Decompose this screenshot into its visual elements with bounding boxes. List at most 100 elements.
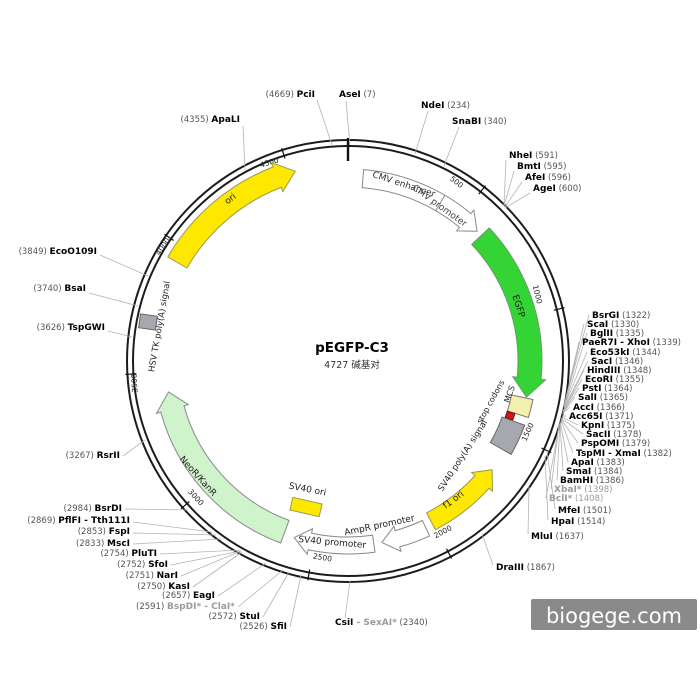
site-label-stui: (2572) StuI: [208, 612, 260, 622]
feature-ampr-promoter: [381, 519, 431, 553]
site-line-fspi: [132, 532, 217, 536]
site-line-sfii: [289, 574, 302, 628]
site-line-ecoo109i: [99, 254, 149, 277]
tick-label-3500: 3500: [129, 373, 139, 393]
site-line-tspmi: [560, 419, 574, 454]
site-label-apai: ApaI (1383): [571, 458, 625, 468]
feature-neor-kanr: [155, 391, 290, 544]
site-line-eco53ki: [563, 351, 588, 408]
site-line-kasi: [192, 551, 243, 588]
tick-mark-3500: [125, 373, 137, 375]
site-label-smai: SmaI (1384): [566, 467, 622, 477]
feature-cmv-enhancer-promoter: [361, 169, 478, 232]
site-line-psti: [562, 387, 580, 413]
site-label-csii: CsiI - SexAI* (2340): [335, 618, 428, 628]
site-label-nari: (2751) NarI: [126, 571, 178, 581]
site-label-mlui: MluI (1637): [531, 532, 584, 542]
site-label-bglii: BglII (1335): [590, 329, 644, 339]
site-line-bspdi: [237, 569, 284, 608]
site-line-afei: [504, 181, 523, 208]
tick-mark-4000: [164, 233, 174, 241]
tick-mark-2500: [307, 569, 311, 581]
site-line-bsai: [88, 292, 139, 307]
site-label-saci: SacI (1346): [591, 357, 643, 367]
site-label-fspi: (2853) FspI: [78, 527, 130, 537]
site-label-scai: ScaI (1330): [587, 320, 639, 330]
site-line-sacii: [560, 417, 584, 435]
site-label-bsai: (3740) BsaI: [33, 284, 86, 294]
site-line-eagi: [217, 562, 267, 597]
site-label-apali: (4355) ApaLI: [180, 115, 240, 125]
site-label-hindiii: HindIII (1348): [587, 366, 651, 376]
site-line-ndei: [414, 110, 429, 155]
site-line-pcii: [316, 99, 333, 146]
feature-sv40-promoter: [293, 527, 376, 556]
site-line-acci: [561, 406, 571, 415]
site-label-xbai: XbaI* (1398): [554, 485, 612, 495]
site-line-scai: [564, 323, 585, 405]
site-label-bspdi: (2591) BspDI* - ClaI*: [136, 602, 235, 612]
watermark-background: [531, 599, 697, 630]
site-line-csii: [344, 580, 351, 619]
site-label-agei: AgeI (600): [533, 184, 581, 194]
site-line-paer7i: [563, 341, 580, 407]
feature-divider-cmv-enhancer-promoter: [435, 194, 446, 212]
site-label-nhei: NheI (591): [509, 151, 558, 161]
tick-mark-1000: [553, 307, 565, 311]
sv40-ori-box: [289, 496, 323, 518]
site-line-pflfi: [132, 521, 213, 533]
site-label-mfei: MfeI (1501): [558, 506, 611, 516]
site-line-mlui: [527, 486, 530, 535]
site-label-pflfi: (2869) PflFI - Tth111I: [27, 516, 130, 526]
feature-stop-codons: [504, 410, 516, 421]
site-label-tspmi: TspMI - XmaI (1382): [576, 449, 672, 459]
feature-sv40-polya-signal: [489, 416, 526, 456]
site-line-asei: [345, 100, 351, 146]
site-label-pluti: (2754) PluTI: [100, 549, 157, 559]
site-label-bmti: BmtI (595): [517, 162, 566, 172]
site-label-tspgwi: (3626) TspGWI: [37, 323, 105, 333]
site-line-pspomi: [560, 418, 579, 444]
site-label-bsrgi: BsrGI (1322): [592, 311, 650, 321]
site-line-apai: [559, 420, 569, 463]
callout-lines-layer: [88, 99, 590, 628]
site-label-kasi: (2750) KasI: [137, 582, 190, 592]
site-label-ecori: EcoRI (1355): [585, 375, 644, 385]
site-line-saci: [563, 360, 589, 409]
site-label-acc65i: Acc65I (1371): [569, 412, 633, 422]
site-label-sfoi: (2752) SfoI: [117, 560, 168, 570]
site-label-psti: PstI (1364): [582, 384, 632, 394]
feature-egfp: [470, 227, 547, 398]
site-label-ecoo109i: (3849) EcoO109I: [19, 247, 97, 257]
site-label-pcii: (4669) PciI: [266, 90, 315, 100]
site-label-sfii: (2526) SfiI: [240, 622, 287, 632]
site-line-kpni: [561, 416, 579, 426]
feature-f1-ori: [425, 469, 494, 531]
watermark: biogege.com: [531, 599, 697, 630]
site-line-ecori: [562, 378, 583, 412]
site-line-bamhi: [556, 422, 561, 481]
hsv-tk-polya-box: [138, 313, 158, 331]
site-label-msci: (2833) MscI: [76, 539, 130, 549]
restriction-site-labels-layer: (4669) PciI AseI (7) NdeI (234) SnaBI (340)…: [19, 90, 681, 632]
tick-mark-4500: [281, 147, 286, 159]
site-label-eagi: (2657) EagI: [162, 591, 215, 601]
site-line-mfei: [546, 451, 556, 510]
site-label-ndei: NdeI (234): [421, 101, 470, 111]
site-line-sali: [562, 396, 576, 414]
tick-label-2500: 2500: [312, 551, 333, 563]
site-label-bamhi: BamHI (1386): [560, 476, 624, 486]
site-label-sacii: SacII (1378): [586, 430, 642, 440]
site-label-kpni: KpnI (1375): [581, 421, 635, 431]
site-label-paer7i: PaeR7I - XhoI (1339): [582, 338, 681, 348]
site-label-bcli: BclI* (1408): [549, 494, 603, 504]
feature-ori: [167, 161, 296, 269]
site-label-asei: AseI (7): [339, 90, 376, 100]
site-label-rsrii: (3267) RsrII: [66, 451, 120, 461]
site-line-snabi: [443, 126, 460, 167]
site-label-sali: SalI (1365): [578, 393, 628, 403]
plasmid-title: pEGFP-C3: [315, 340, 389, 356]
site-line-msci: [132, 538, 222, 545]
site-line-pluti: [159, 549, 241, 555]
site-line-stui: [262, 571, 290, 618]
